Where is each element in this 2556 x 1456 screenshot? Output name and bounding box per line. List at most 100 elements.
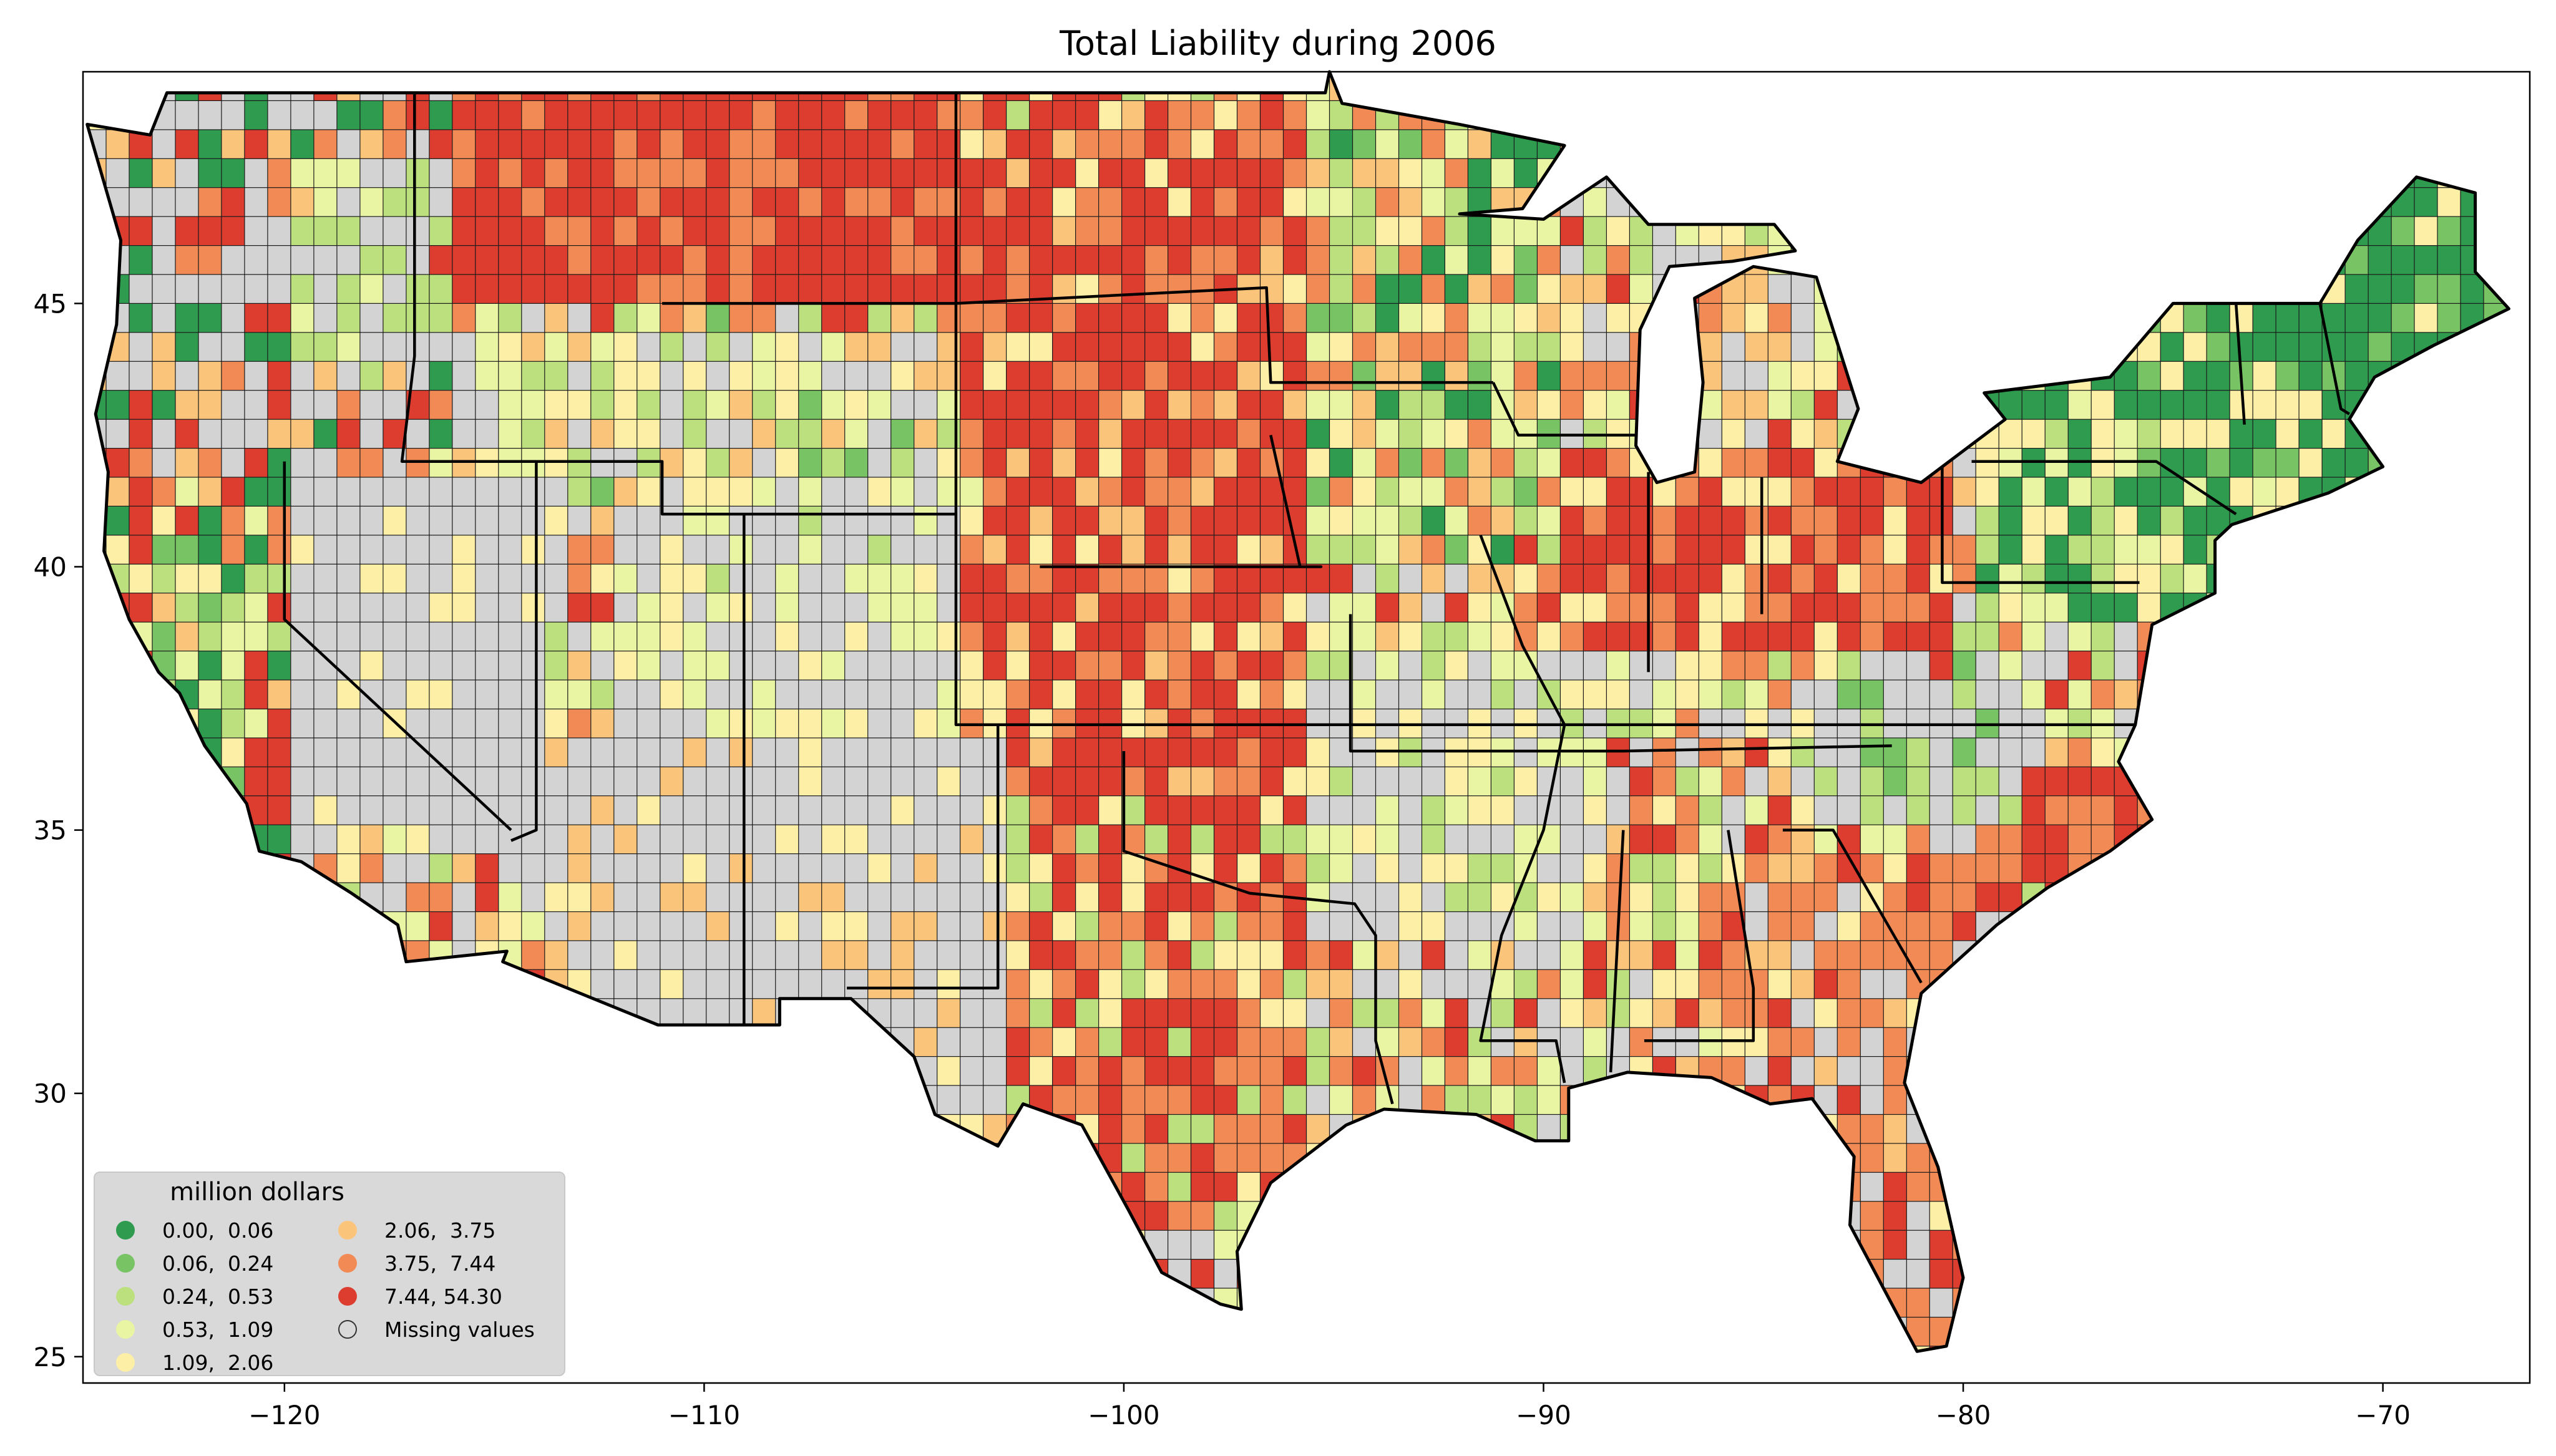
county-cell	[637, 679, 661, 710]
county-cell	[1813, 969, 1838, 999]
county-cell	[406, 447, 431, 478]
county-cell	[2183, 563, 2208, 594]
county-cell	[1144, 737, 1169, 768]
county-cell	[1121, 1056, 1146, 1087]
county-cell	[2114, 795, 2139, 826]
county-cell	[1513, 563, 1538, 594]
county-cell	[290, 129, 315, 160]
county-cell	[1860, 535, 1885, 565]
county-cell	[844, 621, 869, 652]
county-cell	[1305, 882, 1330, 913]
county-cell	[2160, 332, 2185, 362]
county-cell	[637, 390, 661, 420]
county-cell	[1398, 795, 1423, 826]
county-cell	[1051, 593, 1076, 623]
county-cell	[775, 535, 799, 565]
county-cell	[1883, 998, 1908, 1029]
county-cell	[1075, 737, 1100, 768]
county-cell	[775, 303, 799, 333]
county-cell	[2252, 419, 2277, 449]
county-cell	[1190, 679, 1215, 710]
county-cell	[521, 737, 545, 768]
county-cell	[1813, 1056, 1838, 1087]
county-cell	[1398, 679, 1423, 710]
county-cell	[1098, 621, 1123, 652]
county-cell	[152, 505, 177, 536]
county-cell	[729, 100, 753, 130]
county-cell	[729, 535, 753, 565]
county-cell	[637, 969, 661, 999]
county-cell	[706, 853, 730, 884]
county-cell	[1744, 447, 1769, 478]
county-cell	[1721, 621, 1746, 652]
county-cell	[1767, 477, 1792, 507]
county-cell	[1998, 737, 2023, 768]
county-cell	[406, 650, 431, 681]
county-cell	[1259, 187, 1284, 218]
county-cell	[1444, 1056, 1469, 1087]
county-cell	[105, 477, 130, 507]
county-cell	[1098, 274, 1123, 304]
county-cell	[867, 158, 892, 188]
county-cell	[475, 621, 499, 652]
county-cell	[1744, 737, 1769, 768]
county-cell	[313, 621, 338, 652]
county-cell	[660, 824, 684, 855]
county-cell	[1305, 737, 1330, 768]
county-cell	[959, 1027, 984, 1057]
county-cell	[1098, 216, 1123, 246]
county-cell	[1398, 911, 1423, 942]
county-cell	[1813, 679, 1838, 710]
county-cell	[1282, 216, 1307, 246]
county-cell	[1490, 998, 1515, 1029]
county-cell	[1721, 998, 1746, 1029]
county-cell	[267, 419, 291, 449]
county-cell	[290, 158, 315, 188]
county-cell	[982, 593, 1007, 623]
county-cell	[1467, 158, 1492, 188]
county-cell	[567, 216, 592, 246]
county-cell	[1190, 332, 1215, 362]
county-cell	[175, 650, 200, 681]
county-cell	[1883, 1230, 1908, 1260]
county-cell	[1121, 535, 1146, 565]
county-cell	[313, 419, 338, 449]
county-cell	[1490, 766, 1515, 797]
county-cell	[1629, 998, 1654, 1029]
county-cell	[1282, 274, 1307, 304]
county-cell	[544, 158, 568, 188]
county-cell	[1906, 1346, 1931, 1352]
county-cell	[1513, 1027, 1538, 1057]
county-cell	[660, 766, 684, 797]
county-cell	[959, 274, 984, 304]
county-cell	[475, 911, 499, 942]
county-cell	[244, 447, 268, 478]
county-cell	[1398, 853, 1423, 884]
county-cell	[1236, 621, 1261, 652]
county-cell	[1559, 911, 1584, 942]
county-cell	[1005, 593, 1030, 623]
county-cell	[452, 245, 476, 276]
county-cell	[429, 650, 454, 681]
county-cell	[1398, 477, 1423, 507]
county-cell	[1190, 129, 1215, 160]
county-cell	[775, 477, 799, 507]
county-cell	[959, 535, 984, 565]
county-cell	[152, 332, 177, 362]
county-cell	[475, 535, 499, 565]
county-cell	[359, 477, 384, 507]
county-cell	[844, 737, 869, 768]
county-cell	[637, 737, 661, 768]
county-cell	[1329, 737, 1354, 768]
county-cell	[1883, 882, 1908, 913]
county-cell	[567, 621, 592, 652]
county-cell	[1444, 158, 1469, 188]
county-cell	[867, 505, 892, 536]
county-cell	[1444, 940, 1469, 971]
county-cell	[613, 882, 638, 913]
county-cell	[1005, 245, 1030, 276]
county-cell	[1121, 679, 1146, 710]
county-cell	[590, 563, 615, 594]
county-cell	[1398, 1056, 1423, 1087]
county-cell	[1467, 766, 1492, 797]
